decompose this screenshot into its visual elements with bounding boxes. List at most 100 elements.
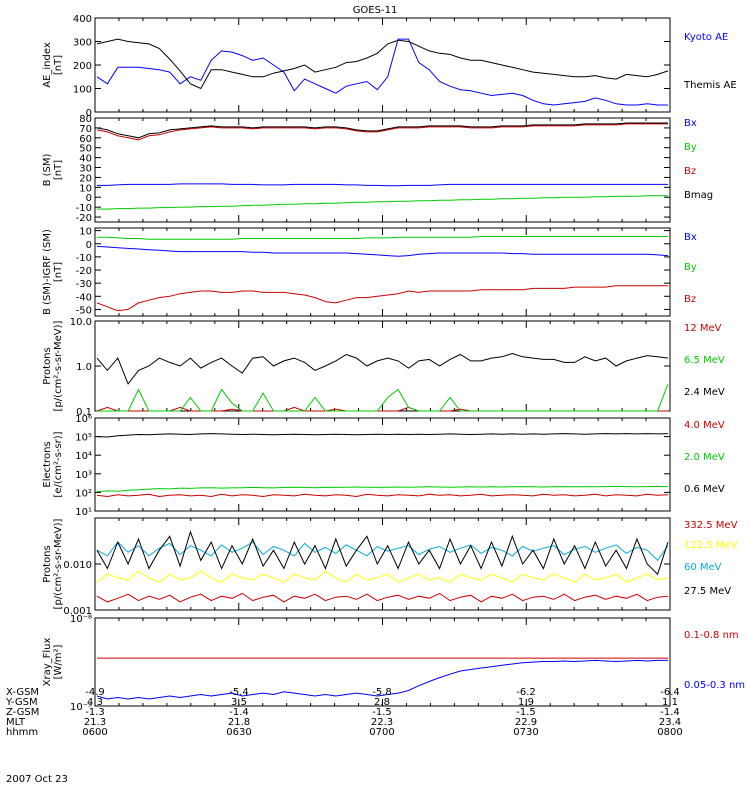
y-tick-label: 0.1 xyxy=(76,407,92,418)
series-line-0-6-mev xyxy=(96,433,669,438)
y-tick-label: 10² xyxy=(75,488,92,499)
panel-frame xyxy=(94,320,671,412)
ephemeris-label: MLT xyxy=(6,717,25,728)
series-line-bz xyxy=(96,123,668,141)
y-tick-label: 10 xyxy=(79,227,92,238)
ephemeris-value: 0630 xyxy=(226,727,252,738)
panel-7: 10⁻⁹ 10⁻⁸ Xray_Flux [W/m²] 0.1-0.8 nm 0.05-0.… xyxy=(42,614,745,713)
ephemeris-value: -1.5 xyxy=(516,707,536,718)
legend-label: 2.4 MeV xyxy=(684,387,725,398)
y-tick-label: 0.010 xyxy=(63,560,92,571)
legend-label: 122.5 MeV xyxy=(684,540,738,551)
ephemeris-value: 21.8 xyxy=(227,717,251,728)
series-line-bmag xyxy=(96,122,668,139)
panel-4: 0.1 1.0 10.0 Protons [p/(cm²-s-sr-MeV)] 12 Me… xyxy=(42,317,725,418)
legend-label: 332.5 MeV xyxy=(684,520,738,531)
ephemeris-value: -1.3 xyxy=(85,707,105,718)
ephemeris-row-z-gsm: Z-GSM -1.3 -1.4 -1.5 -1.5 -1.4 xyxy=(0,708,750,718)
series-line-by xyxy=(97,236,668,240)
legend-label: Bmag xyxy=(684,190,713,201)
ephemeris-value: 22.9 xyxy=(514,717,538,728)
ephemeris-row-hhmm: hhmm 0600 0630 0700 0730 0800 xyxy=(0,728,750,738)
y-tick-label: -20 xyxy=(76,266,92,277)
ephemeris-value: 21.3 xyxy=(83,717,107,728)
y-axis-label: Electrons xyxy=(42,441,53,487)
panel-frame xyxy=(94,17,671,113)
series-line-by xyxy=(97,195,668,210)
ephemeris-value: -1.4 xyxy=(229,707,249,718)
y-tick-label: 0.001 xyxy=(63,606,92,617)
series-line-kyoto-ae xyxy=(96,38,668,106)
y-tick-label: 70 xyxy=(79,124,92,135)
legend-label: Themis AE xyxy=(683,80,737,91)
y-axis-label: AE_index xyxy=(42,42,53,88)
ephemeris-value: -5.4 xyxy=(229,687,249,698)
series-line-27-5-mev xyxy=(96,530,669,576)
plot-title: GOES-11 xyxy=(353,5,398,16)
y-tick-label: -50 xyxy=(76,305,92,316)
y-axis-label: Protons xyxy=(42,347,53,384)
panel-1: 0 100 200 300 400 AE_index [nT] Kyoto AE Themis … xyxy=(42,14,737,119)
legend-label: 0.05-0.3 nm xyxy=(684,680,745,691)
series-line-bx xyxy=(97,183,668,187)
y-axis-label: [nT] xyxy=(53,55,64,75)
ephemeris-value: 0600 xyxy=(82,727,108,738)
ephemeris-value: 22.3 xyxy=(370,717,394,728)
y-tick-label: 10⁵ xyxy=(75,433,92,444)
series-line-122-5-mev xyxy=(96,570,669,583)
ephemeris-value: 0800 xyxy=(657,727,683,738)
ephemeris-value: 4.3 xyxy=(87,697,103,708)
ephemeris-label: Z-GSM xyxy=(6,707,40,718)
legend-label: Bz xyxy=(684,166,696,177)
y-axis-label: [p/(cm²-s-sr-MeV)] xyxy=(53,518,64,609)
y-tick-label: 10³ xyxy=(75,470,92,481)
ephemeris-label: hhmm xyxy=(6,727,39,738)
y-axis-label: Xray_Flux xyxy=(42,638,53,687)
y-tick-label: 0 xyxy=(86,108,92,119)
series-line-bz xyxy=(96,285,668,312)
y-tick-label: 80 xyxy=(79,114,92,125)
y-axis-label: [W/m²] xyxy=(53,644,64,679)
panel-frame xyxy=(94,117,671,223)
legend-label: 2.0 MeV xyxy=(684,452,725,463)
legend-label: 60 MeV xyxy=(684,562,722,573)
y-tick-label: 40 xyxy=(79,154,92,165)
ephemeris-row-x-gsm: X-GSM -4.9 -5.4 -5.8 -6.2 -6.4 xyxy=(0,688,750,698)
date-label: 2007 Oct 23 xyxy=(6,774,68,785)
ephemeris-table: X-GSM -4.9 -5.4 -5.8 -6.2 -6.4 Y-GSM 4.3 3.5 2.8 1… xyxy=(0,688,750,800)
series-line-bx xyxy=(96,245,669,257)
ephemeris-value: -6.4 xyxy=(660,687,680,698)
ephemeris-row-y-gsm: Y-GSM 4.3 3.5 2.8 1.9 1.1 xyxy=(0,698,750,708)
ephemeris-value: -4.9 xyxy=(85,687,105,698)
legend-label: 0.6 MeV xyxy=(684,484,725,495)
y-tick-label: 200 xyxy=(73,61,92,72)
ephemeris-value: 23.4 xyxy=(658,717,682,728)
ephemeris-value: -5.8 xyxy=(372,687,392,698)
y-tick-label: 1.0 xyxy=(76,362,92,373)
series-line-0-05-0-3-nm xyxy=(96,659,668,700)
y-axis-label: Protons xyxy=(42,545,53,582)
series-line-2-4-mev xyxy=(96,352,669,385)
y-tick-label: 300 xyxy=(73,38,92,49)
ephemeris-label: Y-GSM xyxy=(6,697,38,708)
ephemeris-value: 1.1 xyxy=(662,697,678,708)
y-axis-label: [p/(cm²-s-sr-MeV)] xyxy=(53,320,64,411)
y-tick-label: 0 xyxy=(86,240,92,251)
ephemeris-value: 2.8 xyxy=(374,697,390,708)
legend-label: By xyxy=(684,262,697,273)
ephemeris-value: -1.5 xyxy=(372,707,392,718)
ephemeris-row-mlt: MLT 21.3 21.8 22.3 22.9 23.4 xyxy=(0,718,750,728)
y-tick-label: 50 xyxy=(79,144,92,155)
y-tick-label: 10.0 xyxy=(70,317,92,328)
series-line-332-5-mev xyxy=(96,592,669,603)
ephemeris-value: 0700 xyxy=(369,727,395,738)
panel-5: 10¹ 10² 10³ 10⁴ 10⁵ 10⁶ Electrons [e/(cm²-s-sr)… xyxy=(42,414,725,518)
y-tick-label: 60 xyxy=(79,134,92,145)
series-line-2-0-mev xyxy=(96,485,669,493)
series-line-6-5-mev xyxy=(97,383,669,412)
y-tick-label: 10 xyxy=(79,183,92,194)
y-tick-label: -20 xyxy=(76,213,92,224)
